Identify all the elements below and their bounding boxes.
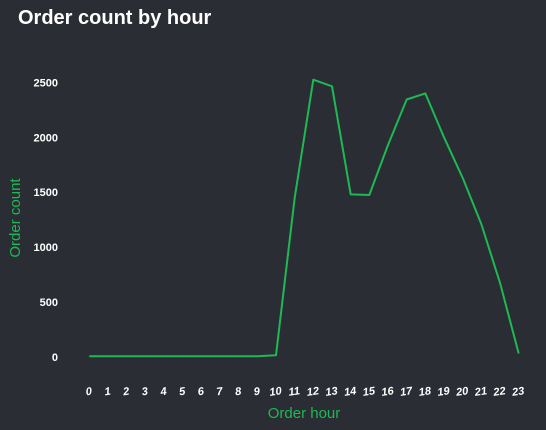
data-point xyxy=(311,78,315,82)
series-layer xyxy=(87,78,521,358)
data-point xyxy=(125,354,129,358)
data-point xyxy=(461,176,465,180)
data-point xyxy=(143,354,147,358)
x-tick-label: 2 xyxy=(121,386,130,399)
x-tick-label: 23 xyxy=(510,385,525,399)
data-point xyxy=(405,98,409,102)
data-point xyxy=(330,84,334,88)
data-point xyxy=(423,91,427,95)
data-point xyxy=(199,354,203,358)
x-tick-label: 7 xyxy=(216,386,225,399)
x-tick-label: 21 xyxy=(473,385,488,399)
x-tick-label: 3 xyxy=(141,386,149,399)
data-point xyxy=(498,281,502,285)
y-tick-label: 0 xyxy=(52,352,58,364)
chart-title: Order count by hour xyxy=(18,7,212,29)
x-axis-label: Order hour xyxy=(268,405,341,422)
data-point xyxy=(386,143,390,147)
x-tick-label: 0 xyxy=(85,386,94,399)
y-axis-ticks: 0 500 1000 1500 2000 2500 xyxy=(34,77,58,363)
x-tick-label: 10 xyxy=(269,385,284,399)
x-tick-label: 1 xyxy=(104,386,112,399)
x-tick-label: 12 xyxy=(306,385,320,399)
x-tick-label: 8 xyxy=(234,386,243,399)
data-point xyxy=(87,354,91,358)
data-point xyxy=(442,135,446,139)
data-point xyxy=(255,354,259,358)
x-tick-label: 17 xyxy=(399,385,414,399)
data-point xyxy=(517,352,521,356)
x-tick-label: 19 xyxy=(437,385,452,399)
x-tick-label: 11 xyxy=(288,385,301,398)
data-point xyxy=(349,192,353,196)
x-tick-label: 9 xyxy=(253,386,262,399)
data-point xyxy=(237,354,241,358)
x-tick-label: 18 xyxy=(418,385,433,399)
x-tick-label: 14 xyxy=(343,385,357,399)
x-tick-label: 4 xyxy=(159,386,168,399)
data-point xyxy=(106,354,110,358)
data-point xyxy=(218,354,222,358)
x-tick-label: 16 xyxy=(381,385,396,399)
x-axis-ticks: 0 1 2 3 4 5 6 7 8 9 10 11 12 13 14 15 16 17 18 19 20 21 22 23 xyxy=(85,385,525,399)
data-point xyxy=(479,222,483,226)
y-tick-label: 1500 xyxy=(34,187,58,199)
x-tick-label: 5 xyxy=(178,386,187,399)
y-tick-label: 500 xyxy=(40,297,58,309)
data-point xyxy=(367,193,371,197)
x-tick-label: 20 xyxy=(454,385,470,399)
data-point xyxy=(162,354,166,358)
data-point xyxy=(274,353,278,357)
y-tick-label: 1000 xyxy=(34,242,58,254)
y-axis-label: Order count xyxy=(7,178,24,258)
x-tick-label: 15 xyxy=(362,385,377,399)
order-count-line xyxy=(89,78,520,358)
x-tick-label: 22 xyxy=(492,385,507,399)
x-tick-label: 13 xyxy=(325,385,339,399)
x-tick-label: 6 xyxy=(197,386,206,399)
y-tick-label: 2500 xyxy=(34,77,58,89)
y-tick-label: 2000 xyxy=(34,132,58,144)
data-point xyxy=(293,196,297,200)
data-point xyxy=(181,354,185,358)
